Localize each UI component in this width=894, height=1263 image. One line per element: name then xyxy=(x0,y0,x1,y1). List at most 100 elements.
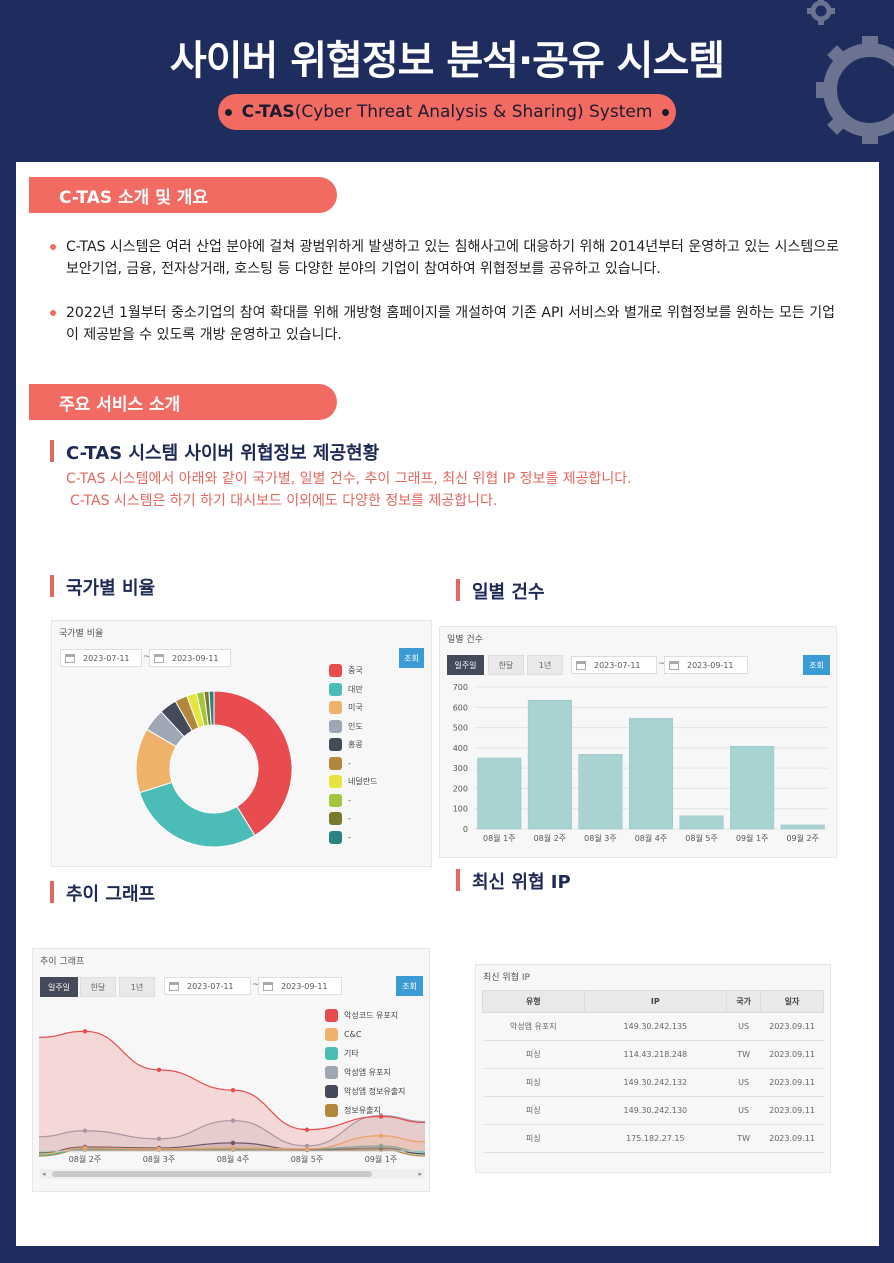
y-tick-label: 100 xyxy=(453,805,468,814)
table-cell: 2023.09.11 xyxy=(760,1040,824,1069)
x-tick-label: 08월 3주 xyxy=(584,833,617,843)
legend-item[interactable]: 대만 xyxy=(329,682,363,696)
tab-year[interactable]: 1년 xyxy=(527,655,563,675)
trend-heading: 추이 그래프 xyxy=(50,880,155,906)
legend-item[interactable]: 인도 xyxy=(329,719,363,733)
tab-week[interactable]: 일주일 xyxy=(40,977,78,997)
series-point xyxy=(230,1140,236,1146)
query-button[interactable]: 조회 xyxy=(399,648,424,668)
legend-label: - xyxy=(348,814,351,823)
series-point xyxy=(156,1146,162,1152)
date-separator: ~ xyxy=(143,652,151,662)
date-from-input[interactable]: 2023-07-11 xyxy=(571,656,657,674)
column-header[interactable]: 유형 xyxy=(482,990,585,1013)
bar xyxy=(578,754,623,830)
pie-slice xyxy=(213,690,293,837)
legend-item[interactable]: - xyxy=(329,756,351,770)
table-row[interactable]: 악성앱 유포지 149.30.242.135 US 2023.09.11 xyxy=(482,1012,824,1041)
date-from-input[interactable]: 2023-07-11 xyxy=(164,977,251,995)
legend-item[interactable]: - xyxy=(329,830,351,844)
panel-title: 추이 그래프 xyxy=(40,957,85,967)
bar xyxy=(629,718,673,830)
legend-item[interactable]: 악성앱 유포지 xyxy=(325,1066,391,1079)
x-tick-label: 09월 1주 xyxy=(736,833,769,843)
legend-item[interactable]: 미국 xyxy=(329,701,363,714)
intro-bullet: C-TAS 시스템은 여러 산업 분야에 걸쳐 광범위하게 발생하고 있는 침해… xyxy=(50,236,846,280)
tab-month[interactable]: 한달 xyxy=(488,655,524,675)
series-point xyxy=(156,1067,162,1073)
table-row[interactable]: 피싱 149.30.242.130 US 2023.09.11 xyxy=(482,1096,824,1125)
column-header[interactable]: IP xyxy=(583,990,728,1013)
page-header: 사이버 위협정보 분석·공유 시스템 C-TAS(Cyber Threat An… xyxy=(0,0,894,162)
legend-label: 악성코드 유포지 xyxy=(344,1011,399,1020)
legend-item[interactable]: - xyxy=(329,793,351,807)
scroll-right-icon[interactable]: ▸ xyxy=(418,1170,422,1178)
services-desc-line2: C-TAS 시스템은 하기 하기 대시보드 이외에도 다양한 정보를 제공합니다… xyxy=(70,493,498,509)
table-row[interactable]: 피싱 175.182.27.15 TW 2023.09.11 xyxy=(482,1124,824,1153)
series-point xyxy=(304,1143,310,1149)
series-point xyxy=(378,1133,384,1138)
legend-item[interactable]: 홍콩 xyxy=(329,738,363,751)
y-tick-label: 0 xyxy=(463,825,468,834)
legend-item[interactable]: 네덜란드 xyxy=(329,775,377,788)
table-row[interactable]: 피싱 114.43.218.248 TW 2023.09.11 xyxy=(482,1040,824,1069)
date-to-input[interactable]: 2023-09-11 xyxy=(149,649,231,667)
legend-swatch xyxy=(329,719,342,733)
section-title-services: 주요 서비스 소개 xyxy=(29,384,337,420)
calendar-icon xyxy=(263,982,273,991)
legend-label: 기타 xyxy=(344,1049,359,1058)
latest-ip-panel: 최신 위협 IP 유형 IP 국가 일자 악성앱 유포지 149.30.242.135 U… xyxy=(475,964,831,1173)
country-ratio-panel: 국가별 비율 2023-07-11 ~ 2023-09-11 조회 중국 대만 미국… xyxy=(51,620,432,867)
legend-label: 악성앱 정보유출지 xyxy=(344,1087,406,1096)
legend-item[interactable]: 악성앱 정보유출지 xyxy=(325,1085,405,1098)
query-button[interactable]: 조회 xyxy=(396,976,423,996)
services-heading: C-TAS 시스템 사이버 위협정보 제공현황 xyxy=(50,439,379,465)
legend-item[interactable]: 악성코드 유포지 xyxy=(325,1009,398,1022)
series-point xyxy=(230,1087,236,1093)
legend-item[interactable]: C&C xyxy=(325,1028,361,1041)
tab-week[interactable]: 일주일 xyxy=(447,655,484,675)
column-header[interactable]: 국가 xyxy=(726,990,762,1013)
tab-year[interactable]: 1년 xyxy=(119,977,155,997)
legend-label: 인도 xyxy=(348,721,363,731)
legend-swatch xyxy=(325,1009,338,1022)
subtitle-acronym: C-TAS xyxy=(241,102,295,122)
legend-item[interactable]: 중국 xyxy=(329,664,363,677)
table-cell: 2023.09.11 xyxy=(760,1124,824,1153)
legend-label: 네덜란드 xyxy=(348,777,378,786)
date-to-input[interactable]: 2023-09-11 xyxy=(664,656,748,674)
intro-bullet: 2022년 1월부터 중소기업의 참여 확대를 위해 개방형 홈페이지를 개설하… xyxy=(50,302,846,346)
series-point xyxy=(378,1114,384,1119)
calendar-icon xyxy=(169,982,179,991)
y-tick-label: 700 xyxy=(453,683,468,692)
series-point xyxy=(304,1146,310,1152)
table-cell: 2023.09.11 xyxy=(760,1012,824,1041)
date-from-input[interactable]: 2023-07-11 xyxy=(60,649,142,667)
column-header[interactable]: 일자 xyxy=(760,990,824,1013)
legend-swatch xyxy=(329,701,342,714)
latest-ip-heading: 최신 위협 IP xyxy=(456,868,571,894)
horizontal-scrollbar[interactable]: ◂ ▸ xyxy=(40,1169,424,1179)
legend-swatch xyxy=(325,1028,338,1041)
x-tick-label: 08월 4주 xyxy=(217,1154,250,1164)
query-button[interactable]: 조회 xyxy=(803,655,830,675)
daily-count-panel: 일별 건수 일주일 한달 1년 2023-07-11 ~ 2023-09-11 … xyxy=(439,626,837,858)
legend-item[interactable]: - xyxy=(329,812,351,825)
legend-swatch xyxy=(329,812,342,825)
content-panel: C-TAS 소개 및 개요 C-TAS 시스템은 여러 산업 분야에 걸쳐 광범… xyxy=(16,162,879,1246)
legend-item[interactable]: 기타 xyxy=(325,1047,359,1060)
legend-label: 중국 xyxy=(348,666,363,675)
table-cell: 2023.09.11 xyxy=(760,1096,824,1125)
series-area xyxy=(39,1115,425,1151)
date-to-input[interactable]: 2023-09-11 xyxy=(258,977,342,995)
scrollbar-thumb[interactable] xyxy=(52,1171,372,1177)
x-tick-label: 08월 3주 xyxy=(143,1154,176,1164)
panel-title: 최신 위협 IP xyxy=(483,973,530,983)
legend-swatch xyxy=(329,830,342,844)
table-row[interactable]: 피싱 149.30.242.132 US 2023.09.11 xyxy=(482,1068,824,1097)
legend-item[interactable]: 정보유출지 xyxy=(325,1104,381,1117)
legend-label: 대만 xyxy=(348,684,363,694)
tab-month[interactable]: 한달 xyxy=(80,977,116,997)
x-tick-label: 08월 5주 xyxy=(291,1154,324,1164)
scroll-left-icon[interactable]: ◂ xyxy=(42,1170,46,1178)
